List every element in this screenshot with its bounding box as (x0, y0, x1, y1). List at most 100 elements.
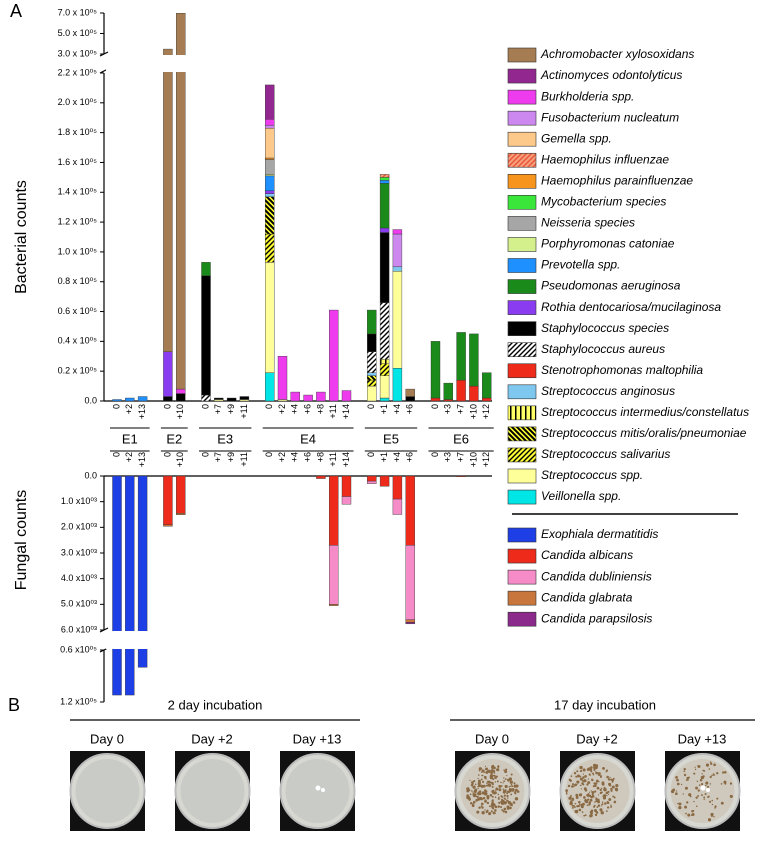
colony (696, 805, 698, 808)
x-tick-label: +2 (277, 404, 287, 414)
bar-segment (469, 385, 479, 402)
x-tick-label: +4 (392, 452, 402, 462)
x-tick-label: +11 (239, 404, 249, 419)
x-tick-label: +9 (226, 452, 236, 462)
x-tick-label: +12 (481, 452, 491, 467)
colony (611, 781, 614, 783)
colony (574, 802, 577, 805)
colony (711, 803, 714, 806)
bar-segment (277, 399, 288, 402)
bar-segment (265, 84, 275, 120)
colony (491, 799, 494, 803)
colony (602, 766, 605, 770)
bar-segment (367, 375, 377, 381)
colony (683, 773, 687, 777)
x-tick-label: +13 (137, 452, 147, 467)
colony (492, 811, 496, 815)
bar-segment (265, 159, 275, 175)
colony (709, 761, 712, 763)
colony (489, 805, 491, 808)
legend-swatch (507, 110, 537, 126)
colony (680, 783, 683, 786)
colony (590, 812, 593, 815)
bar-segment (405, 388, 415, 397)
bar-segment (392, 233, 403, 268)
x-tick-label: +11 (328, 404, 338, 419)
legend-swatch (507, 426, 537, 442)
colony (688, 793, 692, 797)
y-tick-label: 1.2 x 10⁰⁵ (58, 216, 98, 226)
day-label: Day +2 (191, 731, 233, 746)
colony (502, 788, 505, 790)
colony (479, 780, 481, 782)
legend-swatch (507, 363, 537, 379)
colony (693, 800, 695, 803)
y-tick-label: 2.2 x 10⁰⁵ (58, 67, 98, 77)
bar-segment (367, 385, 377, 402)
colony (582, 776, 585, 779)
colony (491, 783, 494, 786)
colony (584, 814, 587, 817)
bar-segment (175, 475, 186, 514)
colony (497, 793, 500, 796)
y-tick-label: 5.0 x10⁰³ (61, 599, 97, 609)
bar-segment (379, 174, 390, 178)
y-tick-label: 3.0 x 10⁰⁵ (58, 48, 98, 58)
bar-segment (379, 475, 390, 487)
bar-segment (367, 309, 377, 335)
colony (705, 763, 710, 767)
glare (321, 788, 325, 792)
colony (502, 810, 505, 813)
legend-label: Pseudomonas aeruginosa (541, 279, 681, 293)
colony (709, 783, 712, 785)
bar-segment (405, 396, 415, 402)
colony (495, 787, 499, 791)
colony (587, 781, 591, 785)
colony (509, 806, 512, 810)
legend-label: Candida parapsilosis (541, 611, 652, 625)
bar-segment (379, 363, 390, 376)
colony (571, 785, 574, 788)
x-tick-label: 0 (111, 452, 121, 457)
bar-segment (163, 475, 173, 525)
colony (580, 788, 583, 790)
x-tick-label: 0 (200, 404, 210, 409)
colony (503, 807, 507, 811)
colony (573, 771, 577, 775)
colony (510, 773, 513, 776)
bar-segment (201, 262, 211, 276)
colony (493, 766, 496, 770)
colony (484, 791, 488, 796)
colony (586, 804, 589, 807)
colony (481, 780, 485, 783)
colony (516, 790, 520, 793)
colony (601, 782, 605, 786)
colony (587, 796, 589, 798)
colony (485, 770, 489, 774)
legend-swatch (507, 527, 537, 543)
colony (698, 784, 701, 786)
bar-segment (430, 397, 441, 402)
colony (472, 791, 474, 793)
bar-segment (329, 309, 339, 402)
colony (509, 785, 512, 787)
colony (578, 803, 581, 806)
bar-segment (214, 399, 224, 402)
colony (705, 781, 709, 785)
colony (498, 801, 501, 804)
x-tick-label: +4 (392, 404, 402, 414)
colony (692, 809, 695, 812)
colony (496, 768, 500, 772)
colony (672, 788, 676, 792)
bar-segment (214, 397, 224, 400)
y-tick-label: 0.6 x10⁰⁵ (60, 644, 97, 654)
colony (589, 814, 593, 818)
colony (716, 797, 719, 800)
bar-segment (379, 232, 390, 303)
colony (720, 801, 724, 805)
colony (609, 784, 612, 787)
colony (699, 778, 703, 782)
bar-segment (341, 496, 352, 505)
y-tick-label: 2.0 x 10⁰⁵ (58, 97, 98, 107)
colony (487, 780, 491, 784)
